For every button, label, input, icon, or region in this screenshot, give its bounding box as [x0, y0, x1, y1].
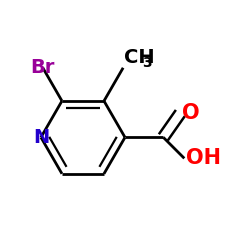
Text: Br: Br: [30, 58, 55, 77]
Text: N: N: [33, 128, 49, 147]
Text: O: O: [182, 103, 200, 123]
Text: 3: 3: [142, 56, 151, 70]
Text: OH: OH: [186, 148, 221, 168]
Text: CH: CH: [124, 48, 155, 66]
